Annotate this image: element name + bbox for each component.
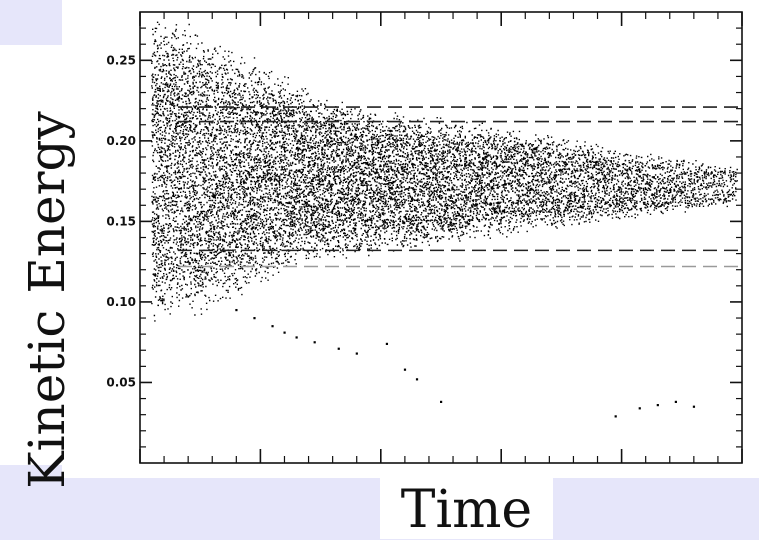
outlier-point <box>440 400 443 403</box>
outlier-point <box>403 368 407 371</box>
x-axis-label-box: Time <box>380 478 553 540</box>
outlier-point <box>692 405 696 408</box>
outlier-point <box>253 317 256 320</box>
x-axis-label: Time <box>400 480 533 540</box>
outlier-point <box>638 407 641 410</box>
y-tick-label: 0.10 <box>106 295 136 309</box>
y-tick-label: 0.15 <box>106 214 136 228</box>
scatter-points <box>151 21 738 322</box>
y-tick-label: 0.05 <box>106 375 136 389</box>
outlier-point <box>385 342 389 346</box>
plot-frame <box>139 11 743 464</box>
outlier-point <box>656 404 659 407</box>
outlier-point <box>415 378 419 381</box>
outlier-point <box>355 352 358 355</box>
scatter-band-points <box>151 21 738 322</box>
outlier-point <box>674 400 677 403</box>
y-tick-label: 0.25 <box>106 53 136 67</box>
scatter-chart: 0.25 0.20 0.15 0.10 0.05 <box>106 11 743 464</box>
y-axis-label-box: Kinetic Energy <box>0 45 93 489</box>
outlier-point <box>295 336 298 339</box>
outlier-point <box>235 308 238 312</box>
outlier-point <box>271 325 274 328</box>
outlier-point <box>337 347 340 350</box>
outlier-point <box>283 331 286 334</box>
outlier-point <box>614 415 617 418</box>
outlier-point <box>313 341 316 344</box>
y-tick-label: 0.20 <box>106 134 136 148</box>
